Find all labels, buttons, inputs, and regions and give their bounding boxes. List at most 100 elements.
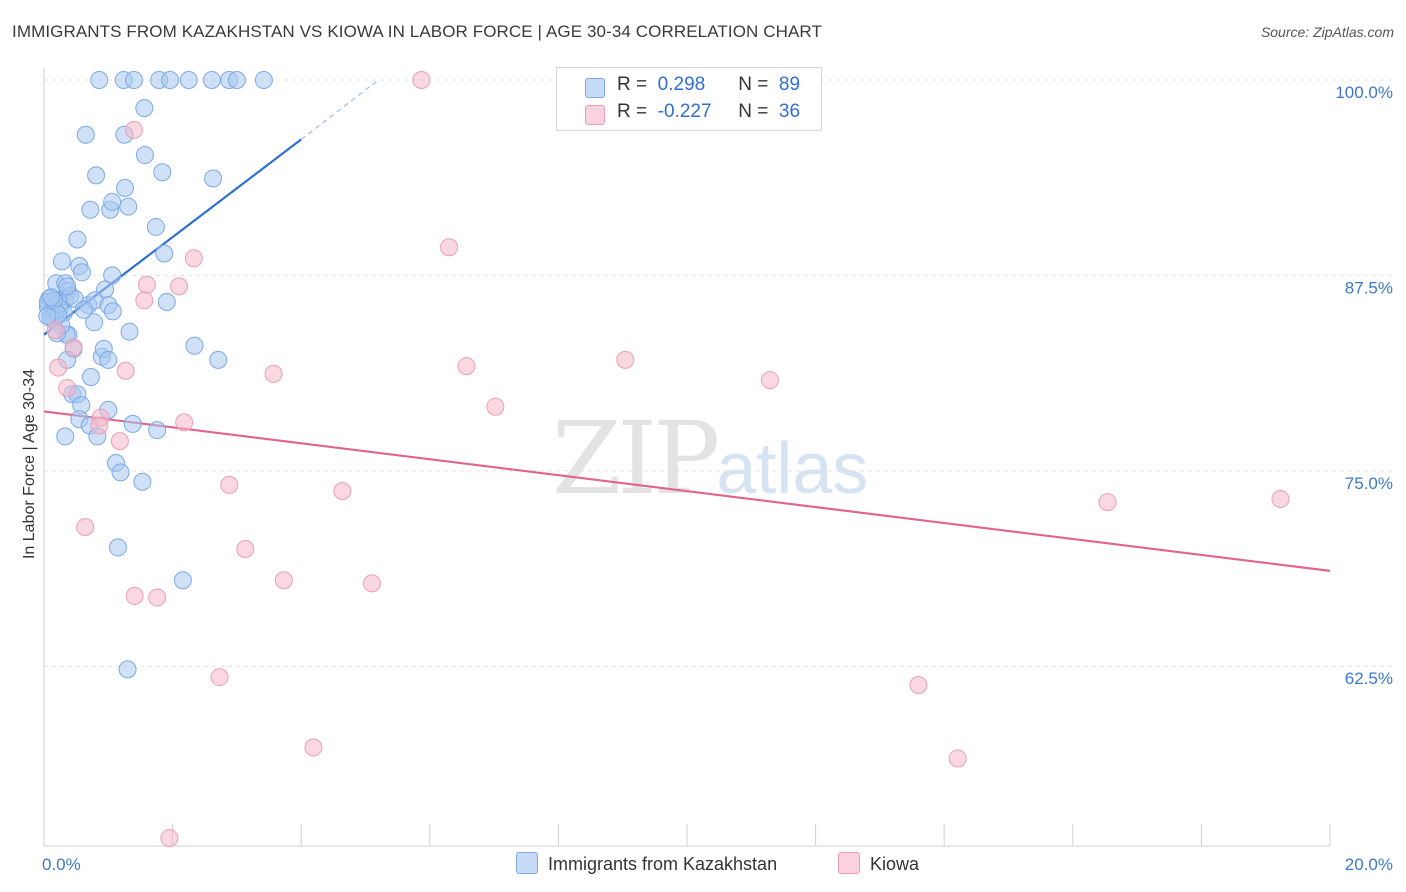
kazakhstan-point [108, 538, 127, 557]
kazakhstan-point [53, 252, 72, 271]
kiowa-point [125, 586, 144, 605]
kazakhstan-point [103, 192, 122, 211]
legend-stats-kazakhstan: R = 0.298 N = 89 [617, 74, 800, 96]
kazakhstan-point [202, 71, 221, 89]
y-tick-label: 100.0% [1335, 83, 1393, 102]
kiowa-point [264, 364, 283, 383]
kazakhstan-point [72, 263, 91, 282]
kiowa-point [184, 249, 203, 268]
legend-r-value: -0.227 [657, 101, 712, 122]
bottom-legend-swatch-kiowa [838, 852, 860, 874]
kazakhstan-point [155, 244, 174, 263]
kiowa-point [457, 357, 476, 376]
kiowa-point [137, 275, 156, 294]
kazakhstan-point [99, 350, 118, 369]
kazakhstan-point [118, 660, 137, 679]
kiowa-point [160, 829, 179, 848]
kazakhstan-point [76, 125, 95, 144]
kazakhstan-point [119, 197, 138, 216]
kazakhstan-point [204, 169, 223, 188]
legend-n-value: 36 [778, 101, 801, 122]
kazakhstan-point [90, 71, 109, 89]
kazakhstan-point [85, 313, 104, 332]
kiowa-point [49, 358, 68, 377]
kazakhstan-point [133, 472, 152, 491]
kazakhstan-point [111, 463, 130, 482]
bottom-legend-label-kiowa: Kiowa [870, 854, 920, 874]
kazakhstan-point [153, 163, 172, 182]
kazakhstan-point [161, 71, 180, 89]
kiowa-point [220, 475, 239, 494]
kazakhstan-point [173, 571, 192, 590]
kiowa-point [90, 416, 109, 435]
kazakhstan-point [81, 368, 100, 387]
kazakhstan-point [209, 350, 228, 369]
kazakhstan-point [38, 307, 57, 326]
legend-swatch-kiowa [585, 105, 605, 125]
kiowa-point [76, 518, 95, 537]
x-tick-label-max: 20.0% [1345, 855, 1393, 874]
kiowa-point [948, 749, 967, 768]
legend-r-value: 0.298 [657, 74, 706, 95]
source-label: Source: ZipAtlas.com [1260, 24, 1394, 40]
bottom-legend-swatch-kazakhstan [516, 852, 538, 874]
kiowa-point [116, 361, 135, 380]
kazakhstan-point [103, 266, 122, 285]
chart-title: IMMIGRANTS FROM KAZAKHSTAN VS KIOWA IN L… [12, 22, 822, 41]
kazakhstan-point [116, 178, 135, 197]
x-tick-label-min: 0.0% [42, 855, 81, 874]
kazakhstan-point [81, 200, 100, 219]
kiowa-point [1271, 489, 1290, 508]
y-tick-label: 62.5% [1345, 669, 1393, 688]
kiowa-point [135, 291, 154, 310]
kiowa-trend-line [43, 410, 1331, 572]
kiowa-point [440, 238, 459, 257]
kazakhstan-point [68, 230, 87, 249]
kiowa-point [333, 482, 352, 501]
kiowa-point [175, 413, 194, 432]
kiowa-point [125, 121, 144, 140]
kazakhstan-point [58, 277, 77, 296]
watermark-atlas: atlas [716, 429, 869, 509]
kiowa-point [304, 738, 323, 757]
kiowa-point [236, 539, 255, 558]
kazakhstan-point [123, 414, 142, 433]
kazakhstan-point [87, 166, 106, 185]
bottom-legend-label-kazakhstan: Immigrants from Kazakhstan [548, 854, 778, 874]
kazakhstan-point [56, 427, 75, 446]
kiowa-point [274, 571, 293, 590]
kiowa-point [616, 350, 635, 369]
kazakhstan-point [227, 71, 246, 89]
kazakhstan-point [120, 322, 139, 341]
trend-lines [43, 79, 1331, 572]
kazakhstan-point [125, 71, 144, 89]
kiowa-point [909, 675, 928, 694]
kazakhstan-point [135, 146, 154, 165]
kiowa-point [110, 432, 129, 451]
watermark: ZIPatlas [552, 400, 868, 517]
kiowa-point [362, 574, 381, 593]
kazakhstan-point [157, 292, 176, 311]
y-axis-title: In Labor Force | Age 30-34 [21, 369, 38, 559]
legend-n-label: N = [738, 101, 769, 122]
kiowa-point [486, 397, 505, 416]
kiowa-point [148, 588, 167, 607]
axes [43, 68, 1331, 847]
kazakhstan-point [74, 300, 93, 319]
correlation-legend: R = 0.298 N = 89 R = -0.227 N = 36 [556, 67, 822, 131]
kiowa-point [46, 321, 65, 340]
legend-r-label: R = [617, 101, 648, 122]
bottom-legend-kiowa: Kiowa [838, 852, 919, 875]
y-tick-label: 75.0% [1345, 474, 1393, 493]
kazakhstan-point [103, 302, 122, 321]
legend-stats-kiowa: R = -0.227 N = 36 [617, 101, 800, 123]
kiowa-point [210, 668, 229, 687]
kiowa-point [170, 277, 189, 296]
kazakhstan-point [254, 71, 273, 89]
kiowa-point [58, 378, 77, 397]
kiowa-point [1098, 493, 1117, 512]
kazakhstan-point [179, 71, 198, 89]
axis-labels: 62.5% 75.0% 87.5% 100.0% 0.0% 20.0% In Labor F… [21, 83, 1393, 874]
y-tick-label: 87.5% [1345, 278, 1393, 297]
